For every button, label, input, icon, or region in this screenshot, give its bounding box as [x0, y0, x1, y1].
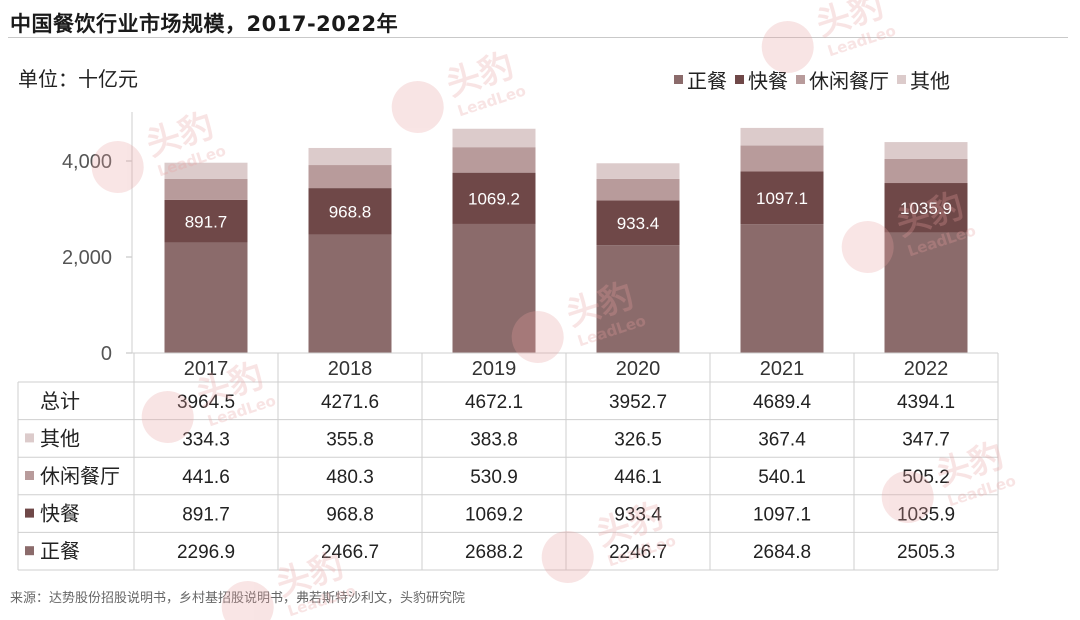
bar-segment-正餐 [740, 224, 824, 353]
legend-item-kuaican: 快餐 [735, 65, 788, 94]
table-cell-value: 2246.7 [609, 542, 667, 563]
table-cell-value: 2688.2 [465, 542, 523, 563]
x-category-label: 2019 [472, 358, 517, 380]
bar-segment-快餐 [164, 199, 248, 243]
legend-swatch-kuaican [735, 75, 744, 84]
bar-segment-休闲餐厅 [596, 178, 680, 201]
bar-segment-正餐 [596, 245, 680, 353]
bar-segment-正餐 [164, 242, 248, 353]
bar-segment-其他 [596, 163, 680, 179]
title-divider [8, 37, 1068, 38]
bar-segment-快餐 [308, 188, 392, 235]
x-category-label: 2021 [760, 358, 805, 380]
y-tick-label: 4,000 [62, 151, 112, 173]
bar-data-label: 933.4 [617, 214, 660, 233]
legend-swatch-qita [897, 75, 906, 84]
bar-segment-正餐 [308, 234, 392, 353]
table-row-label: 其他 [40, 427, 80, 450]
table-cell-value: 3952.7 [609, 392, 667, 413]
table-row-marker [25, 471, 34, 480]
bar-segment-其他 [740, 127, 824, 146]
legend-label-zhengcan: 正餐 [687, 69, 727, 93]
table-cell-value: 2505.3 [897, 542, 955, 563]
bar-segment-休闲餐厅 [740, 145, 824, 172]
bar-data-label: 1069.2 [468, 189, 520, 208]
table-cell-value: 383.8 [470, 429, 518, 450]
table-cell-value: 1069.2 [465, 505, 523, 526]
chart-title: 中国餐饮行业市场规模，2017-2022年 [10, 12, 399, 36]
legend-swatch-zhengcan [674, 75, 683, 84]
x-category-label: 2017 [184, 358, 229, 380]
table-cell-value: 2296.9 [177, 542, 235, 563]
bar-segment-其他 [884, 142, 968, 159]
y-tick-label: 0 [101, 343, 112, 365]
table-row-marker [25, 433, 34, 443]
bar-segment-其他 [308, 147, 392, 166]
bar-data-label: 1035.9 [900, 199, 952, 218]
bar-segment-正餐 [452, 223, 536, 353]
table-cell-value: 2466.7 [321, 542, 379, 563]
table-cell-value: 4271.6 [321, 392, 379, 413]
table-cell-value: 968.8 [326, 505, 374, 526]
table-row-marker [25, 508, 34, 518]
bar-segment-其他 [452, 128, 536, 148]
x-category-label: 2020 [616, 358, 661, 380]
bar-segment-快餐 [596, 200, 680, 246]
bar-data-label: 1097.1 [756, 189, 808, 208]
table-cell-value: 446.1 [614, 467, 662, 488]
table-row-label: 快餐 [40, 503, 80, 526]
table-row-label: 总计 [40, 390, 80, 413]
table-cell-value: 1097.1 [753, 505, 811, 526]
table-cell-value: 891.7 [182, 505, 230, 526]
bar-segment-休闲餐厅 [308, 165, 392, 189]
table-cell-value: 480.3 [326, 467, 374, 488]
table-cell-value: 4689.4 [753, 392, 812, 413]
table-cell-value: 2684.8 [753, 542, 811, 563]
table-cell-value: 367.4 [758, 429, 806, 450]
table-cell-value: 441.6 [182, 467, 230, 488]
bar-segment-快餐 [452, 172, 536, 224]
table-cell-value: 530.9 [470, 467, 518, 488]
bar-segment-其他 [164, 162, 248, 179]
table-cell-value: 3964.5 [177, 392, 235, 413]
table-cell-value: 347.7 [902, 429, 950, 450]
x-category-label: 2018 [328, 358, 373, 380]
table-cell-value: 334.3 [182, 429, 230, 450]
legend-item-xiuxian: 休闲餐厅 [796, 65, 889, 94]
legend-label-qita: 其他 [910, 69, 950, 93]
bar-segment-正餐 [884, 232, 968, 353]
unit-label: 单位：十亿元 [18, 67, 138, 91]
table-cell-value: 505.2 [902, 467, 950, 488]
legend-label-kuaican: 快餐 [748, 69, 788, 93]
bar-data-label: 891.7 [185, 212, 228, 231]
table-row-label: 正餐 [40, 540, 80, 563]
y-tick-label: 2,000 [62, 247, 112, 269]
table-cell-value: 326.5 [614, 429, 662, 450]
legend-item-zhengcan: 正餐 [674, 65, 727, 94]
table-cell-value: 4394.1 [897, 392, 955, 413]
table-row-label: 休闲餐厅 [40, 465, 120, 488]
source-note: 来源：达势股份招股说明书，乡村基招股说明书，弗若斯特沙利文，头豹研究院 [10, 591, 466, 606]
bar-segment-休闲餐厅 [164, 178, 248, 200]
bar-segment-快餐 [740, 171, 824, 225]
bar-segment-休闲餐厅 [884, 158, 968, 184]
bar-segment-休闲餐厅 [452, 147, 536, 173]
table-cell-value: 933.4 [614, 505, 662, 526]
x-category-label: 2022 [904, 358, 949, 380]
table-cell-value: 355.8 [326, 429, 374, 450]
table-cell-value: 1035.9 [897, 505, 955, 526]
bar-data-label: 968.8 [329, 202, 372, 221]
table-row-marker [25, 546, 34, 556]
bar-segment-快餐 [884, 183, 968, 233]
legend-swatch-xiuxian [796, 75, 805, 84]
chart-legend: 正餐 快餐 休闲餐厅 其他 [674, 65, 958, 94]
table-cell-value: 4672.1 [465, 392, 523, 413]
legend-label-xiuxian: 休闲餐厅 [809, 69, 889, 93]
legend-item-qita: 其他 [897, 65, 950, 94]
table-cell-value: 540.1 [758, 467, 806, 488]
